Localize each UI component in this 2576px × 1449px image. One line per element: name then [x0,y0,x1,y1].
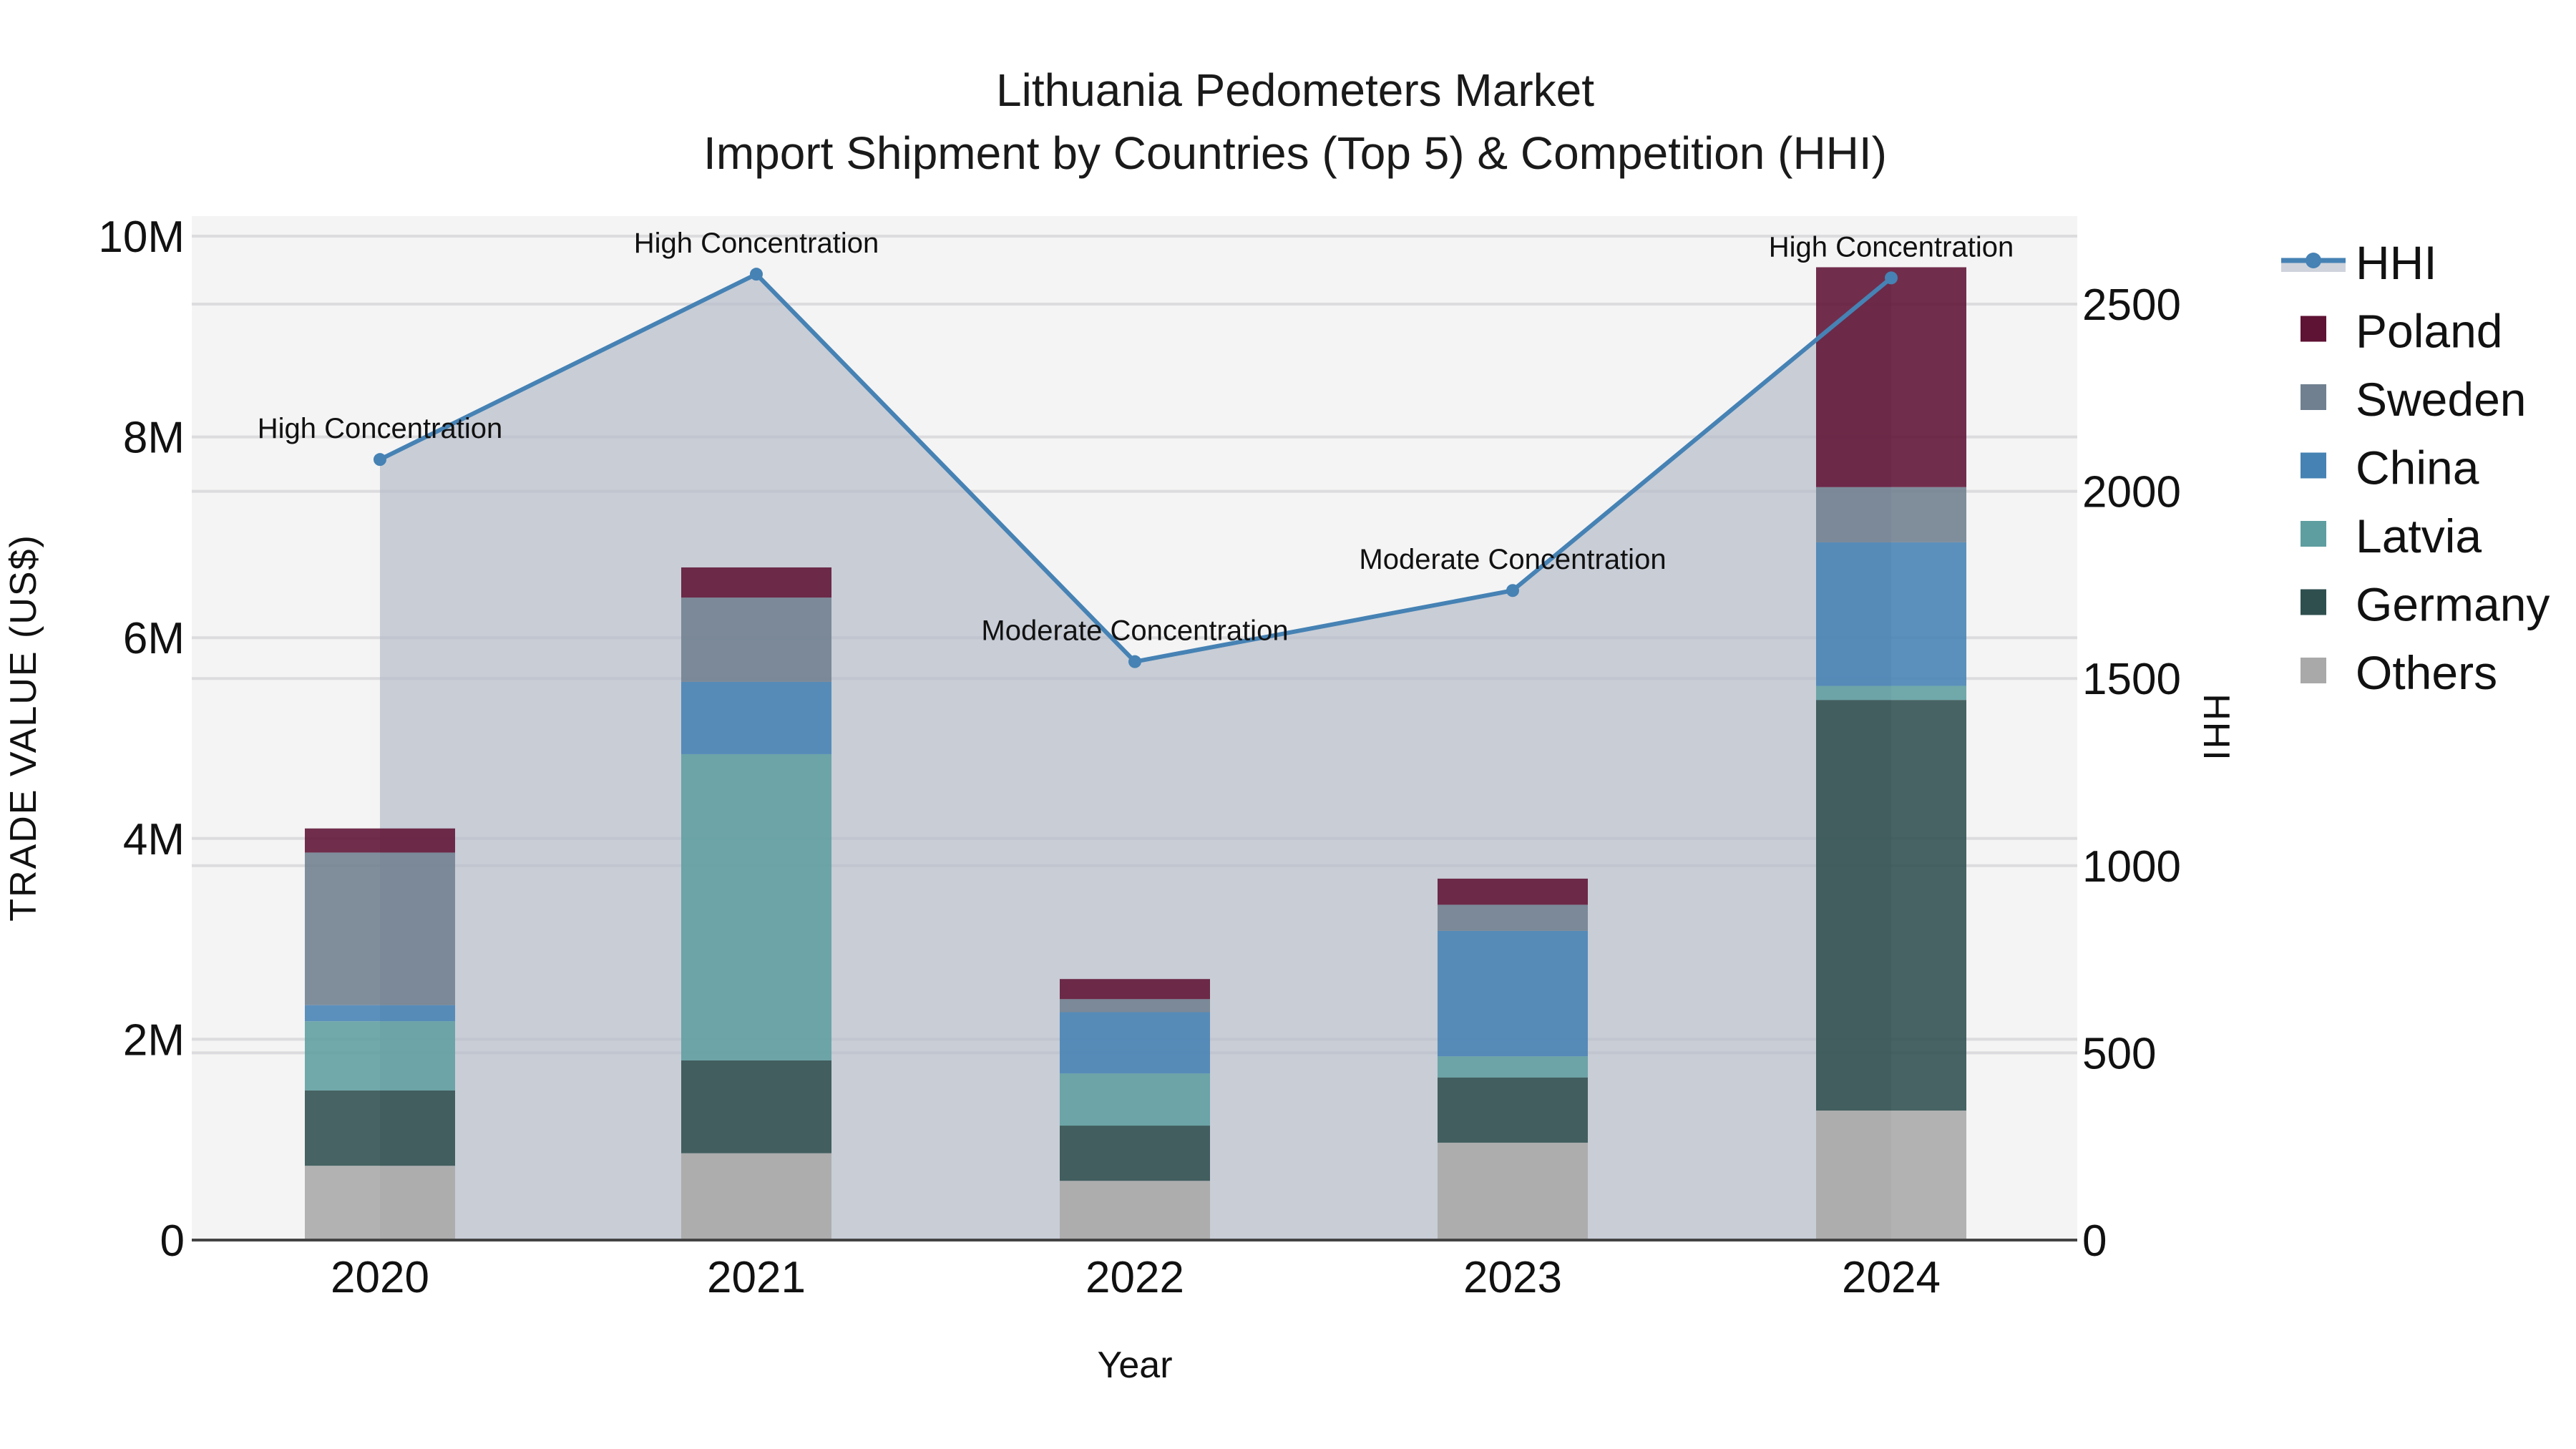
chart-title-line2: Import Shipment by Countries (Top 5) & C… [703,127,1887,179]
x-tick-label: 2024 [1842,1253,1941,1302]
legend-swatch-icon [2301,658,2326,683]
legend-item-hhi[interactable]: HHI [2281,236,2437,289]
x-ticks: 2020 2021 2022 2023 2024 [331,1253,1941,1302]
x-tick-label: 2022 [1085,1253,1184,1302]
hhi-markers [374,268,1898,668]
legend-label: Poland [2356,305,2503,358]
y-right-tick-label: 1000 [2082,842,2181,892]
y-right-tick-label: 0 [2082,1216,2107,1266]
bar-segment-poland-2023[interactable] [1438,878,1588,905]
legend-swatch-icon [2301,452,2326,479]
x-tick-label: 2023 [1463,1253,1562,1302]
legend-label: China [2356,441,2479,494]
bar-segment-germany-2020[interactable] [305,1090,455,1166]
chart-title-line1: Lithuania Pedometers Market [996,64,1594,116]
hhi-annotation: Moderate Concentration [981,615,1288,647]
legend-label: Others [2356,646,2497,699]
legend-item-china[interactable]: China [2301,441,2479,494]
bar-segment-germany-2021[interactable] [681,1060,831,1153]
bar-segment-poland-2021[interactable] [681,567,831,598]
hhi-annotations: High Concentration High Concentration Mode… [258,228,2014,647]
y-right-axis-title: HHI [2195,693,2237,762]
legend-label: Sweden [2356,373,2527,426]
y-left-tick-label: 0 [160,1216,185,1266]
legend-label: Latvia [2356,509,2482,562]
y-right-tick-label: 1500 [2082,655,2181,704]
bar-segment-sweden-2021[interactable] [681,597,831,682]
y-left-tick-label: 4M [123,815,185,864]
y-left-tick-label: 10M [98,213,185,262]
y-right-tick-label: 2000 [2082,468,2181,517]
bar-segment-china-2024[interactable] [1816,542,1966,686]
bar-segment-others-2024[interactable] [1816,1111,1966,1240]
x-axis-title: Year [1097,1345,1172,1386]
bar-segment-latvia-2020[interactable] [305,1021,455,1091]
bar-segment-china-2023[interactable] [1438,930,1588,1057]
legend-marker-icon [2306,253,2321,268]
bar-segment-china-2020[interactable] [305,1005,455,1022]
hhi-annotation: High Concentration [1769,231,2014,263]
hhi-annotation: High Concentration [258,413,502,444]
hhi-marker-2021[interactable] [750,268,763,281]
bar-segment-others-2020[interactable] [305,1166,455,1240]
y-left-tick-label: 8M [123,414,185,463]
y-right-tick-label: 500 [2082,1029,2156,1078]
hhi-annotation: High Concentration [634,228,879,259]
bar-segment-others-2022[interactable] [1060,1181,1210,1240]
y-left-tick-label: 2M [123,1015,185,1065]
bar-segment-sweden-2023[interactable] [1438,904,1588,931]
hhi-marker-2024[interactable] [1885,271,1898,285]
x-tick-label: 2021 [707,1253,806,1302]
bar-segment-latvia-2022[interactable] [1060,1073,1210,1126]
bar-segment-china-2021[interactable] [681,681,831,754]
bar-segment-poland-2022[interactable] [1060,979,1210,1000]
legend-swatch-icon [2301,521,2326,547]
legend-label: Germany [2356,578,2550,631]
y-left-tick-label: 6M [123,614,185,663]
bar-segment-poland-2020[interactable] [305,828,455,853]
x-tick-label: 2020 [331,1253,429,1302]
y-right-tick-label: 2500 [2082,280,2181,330]
stacked-bars [305,267,1966,1240]
bar-segment-germany-2024[interactable] [1816,700,1966,1111]
bar-segment-latvia-2023[interactable] [1438,1056,1588,1078]
legend-item-poland[interactable]: Poland [2301,305,2503,358]
bar-segment-others-2023[interactable] [1438,1142,1588,1240]
legend-item-sweden[interactable]: Sweden [2301,373,2527,426]
bar-segment-sweden-2020[interactable] [305,852,455,1005]
hhi-marker-2022[interactable] [1128,655,1141,668]
hhi-annotation: Moderate Concentration [1359,544,1666,575]
legend-swatch-icon [2301,384,2326,410]
legend-label: HHI [2356,236,2437,289]
y-left-ticks: 0 2M 4M 6M 8M 10M [98,213,185,1266]
legend-item-latvia[interactable]: Latvia [2301,509,2482,562]
legend-item-germany[interactable]: Germany [2301,578,2550,631]
bar-segment-germany-2022[interactable] [1060,1126,1210,1181]
hhi-marker-2023[interactable] [1506,584,1519,597]
y-right-ticks: 0 500 1000 1500 2000 2500 [2082,280,2181,1266]
bar-segment-poland-2024[interactable] [1816,267,1966,487]
bar-segment-others-2021[interactable] [681,1153,831,1240]
y-left-axis-title: TRADE VALUE (US$) [3,534,44,922]
legend: HHI Poland Sweden China Latvia Germany Others [2281,236,2550,699]
bar-segment-germany-2023[interactable] [1438,1077,1588,1143]
bar-segment-sweden-2024[interactable] [1816,487,1966,542]
legend-swatch-icon [2301,316,2326,342]
legend-item-others[interactable]: Others [2301,646,2497,699]
legend-swatch-icon [2301,589,2326,615]
bar-segment-china-2022[interactable] [1060,1012,1210,1074]
bar-segment-latvia-2024[interactable] [1816,686,1966,701]
hhi-marker-2020[interactable] [374,453,386,467]
bar-segment-sweden-2022[interactable] [1060,999,1210,1013]
bar-segment-latvia-2021[interactable] [681,753,831,1060]
